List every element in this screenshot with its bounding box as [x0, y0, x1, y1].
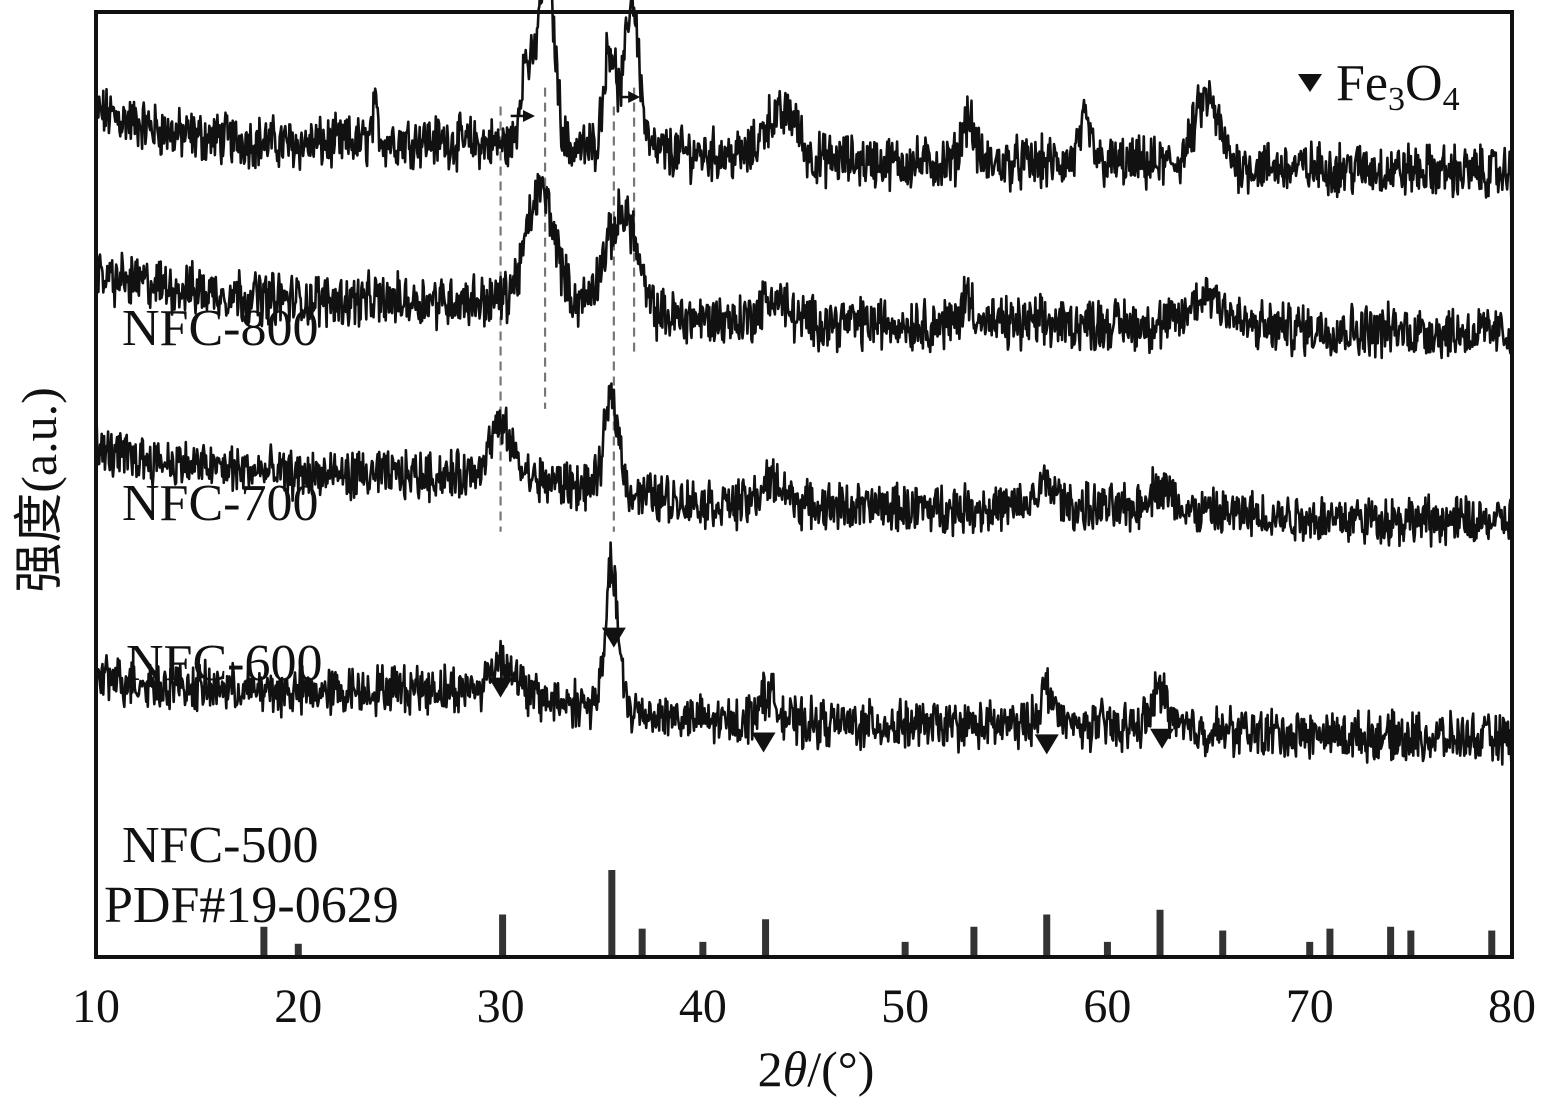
series-label-nfc-600: NFC-600: [126, 635, 322, 692]
x-tick-label-40: 40: [679, 980, 727, 1033]
shift-arrow-1: [621, 91, 641, 104]
shift-arrows: [510, 91, 641, 122]
fe3o4-marker-3: [1034, 734, 1059, 755]
x-tick-label-30: 30: [477, 980, 525, 1033]
fe3o4-marker-0: [488, 677, 513, 698]
series-label-nfc-800: NFC-800: [122, 300, 318, 357]
series-label-nfc-700: NFC-700: [122, 475, 318, 532]
series-line-nfc-800: [94, 0, 1514, 199]
x-tick-label-80: 80: [1488, 980, 1536, 1033]
series-line-nfc-600: [94, 382, 1514, 548]
x-tick-label-20: 20: [274, 980, 322, 1033]
series-line-nfc-700: [94, 172, 1514, 360]
fe3o4-marker-2: [751, 732, 776, 753]
reference-sticks: [260, 870, 1496, 957]
x-axis-ticks: 10 20 30 40 50 60 70 80: [72, 980, 1536, 1033]
x-axis-label: 2θ/(°): [758, 1041, 875, 1097]
x-tick-label-10: 10: [72, 980, 120, 1033]
x-tick-label-70: 70: [1286, 980, 1334, 1033]
x-tick-label-50: 50: [881, 980, 929, 1033]
series-label-nfc-500: NFC-500: [122, 817, 318, 874]
x-tick-label-60: 60: [1083, 980, 1131, 1033]
fe3o4-marker-1: [601, 627, 626, 648]
shift-arrow-0: [510, 109, 535, 122]
fe3o4-marker-4: [1150, 728, 1175, 749]
legend-marker-icon: [1298, 74, 1322, 92]
y-axis-label: 强度(a.u.): [11, 387, 67, 593]
legend: Fe3O4: [1298, 55, 1460, 118]
peak-markers: [488, 627, 1175, 755]
plot-frame: [94, 10, 1514, 959]
legend-label: Fe3O4: [1336, 55, 1460, 118]
reference-label: PDF#19-0629: [104, 877, 399, 934]
series-line-nfc-500: [94, 541, 1514, 766]
series-layer: [94, 0, 1514, 766]
